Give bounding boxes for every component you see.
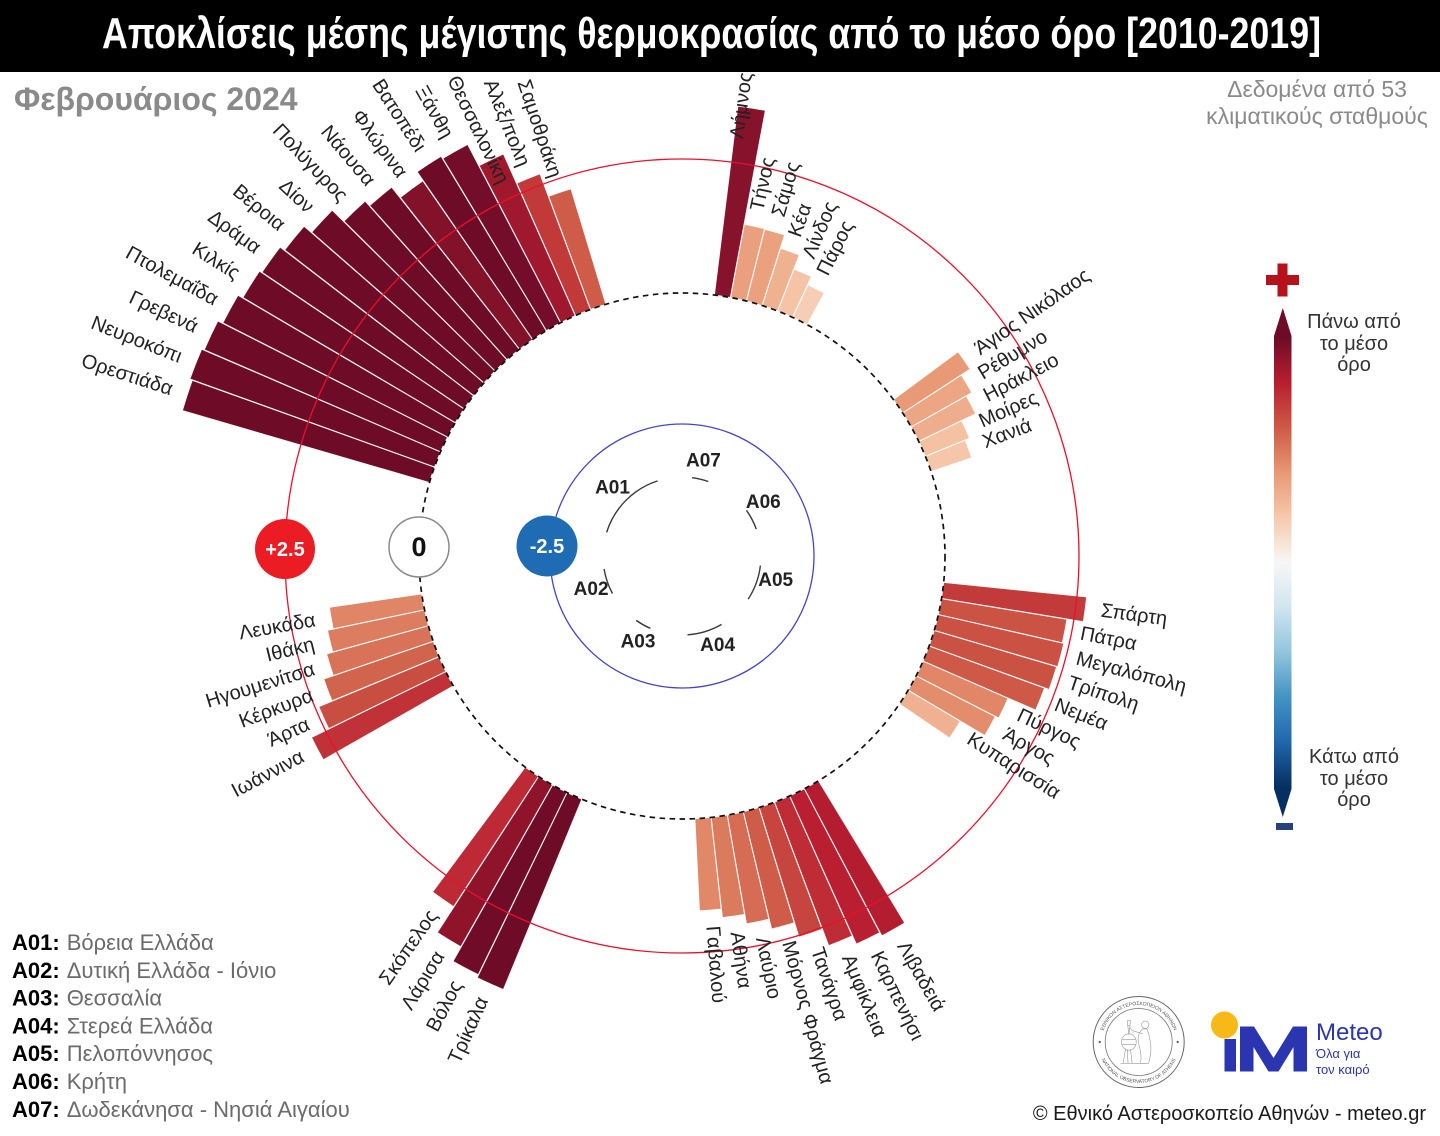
svg-text:A06:Κρήτη: A06: Κρήτη [12, 1069, 127, 1094]
svg-text:Κάτω από: Κάτω από [1309, 746, 1399, 768]
svg-text:όρο: όρο [1337, 354, 1371, 376]
svg-text:A05: A05 [758, 570, 793, 591]
svg-text:το μέσο: το μέσο [1320, 768, 1388, 790]
svg-text:A07:Δωδεκάνησα - Νησιά Αιγαίου: A07: Δωδεκάνησα - Νησιά Αιγαίου [12, 1097, 350, 1122]
svg-text:+2.5: +2.5 [265, 539, 304, 561]
svg-text:0: 0 [411, 532, 426, 562]
svg-text:A03: A03 [621, 631, 656, 652]
svg-text:A06: A06 [746, 492, 781, 513]
svg-text:το μέσο: το μέσο [1320, 333, 1388, 355]
svg-text:Όλα για: Όλα για [1315, 1046, 1361, 1061]
svg-text:A02:Δυτική Ελλάδα - Ιόνιο: A02: Δυτική Ελλάδα - Ιόνιο [12, 958, 276, 983]
svg-text:Πάνω από: Πάνω από [1307, 311, 1401, 333]
svg-text:τον καιρό: τον καιρό [1316, 1062, 1370, 1077]
svg-text:όρο: όρο [1337, 789, 1371, 811]
svg-text:-2.5: -2.5 [530, 536, 564, 558]
svg-text:© Εθνικό Αστεροσκοπείο Αθηνών: © Εθνικό Αστεροσκοπείο Αθηνών - meteo.gr [1033, 1103, 1426, 1125]
svg-text:Αποκλίσεις μέσης μέγιστης θερμ: Αποκλίσεις μέσης μέγιστης θερμοκρασίας α… [102, 9, 1321, 58]
svg-text:κλιματικούς σταθμούς: κλιματικούς σταθμούς [1206, 103, 1428, 129]
svg-text:A01:Βόρεια Ελλάδα: A01: Βόρεια Ελλάδα [12, 930, 214, 955]
svg-text:Δεδομένα από 53: Δεδομένα από 53 [1227, 76, 1407, 102]
svg-text:A07: A07 [686, 450, 721, 471]
svg-text:A04:Στερεά Ελλάδα: A04: Στερεά Ελλάδα [12, 1013, 213, 1038]
svg-text:A03:Θεσσαλία: A03: Θεσσαλία [12, 986, 162, 1011]
svg-text:Φεβρουάριος 2024: Φεβρουάριος 2024 [14, 81, 298, 117]
svg-text:A02: A02 [574, 579, 609, 600]
svg-text:Meteo: Meteo [1316, 1019, 1383, 1046]
svg-text:A04: A04 [700, 635, 735, 656]
svg-text:A05:Πελοπόννησος: A05: Πελοπόννησος [12, 1041, 213, 1066]
svg-text:A01: A01 [595, 477, 630, 498]
